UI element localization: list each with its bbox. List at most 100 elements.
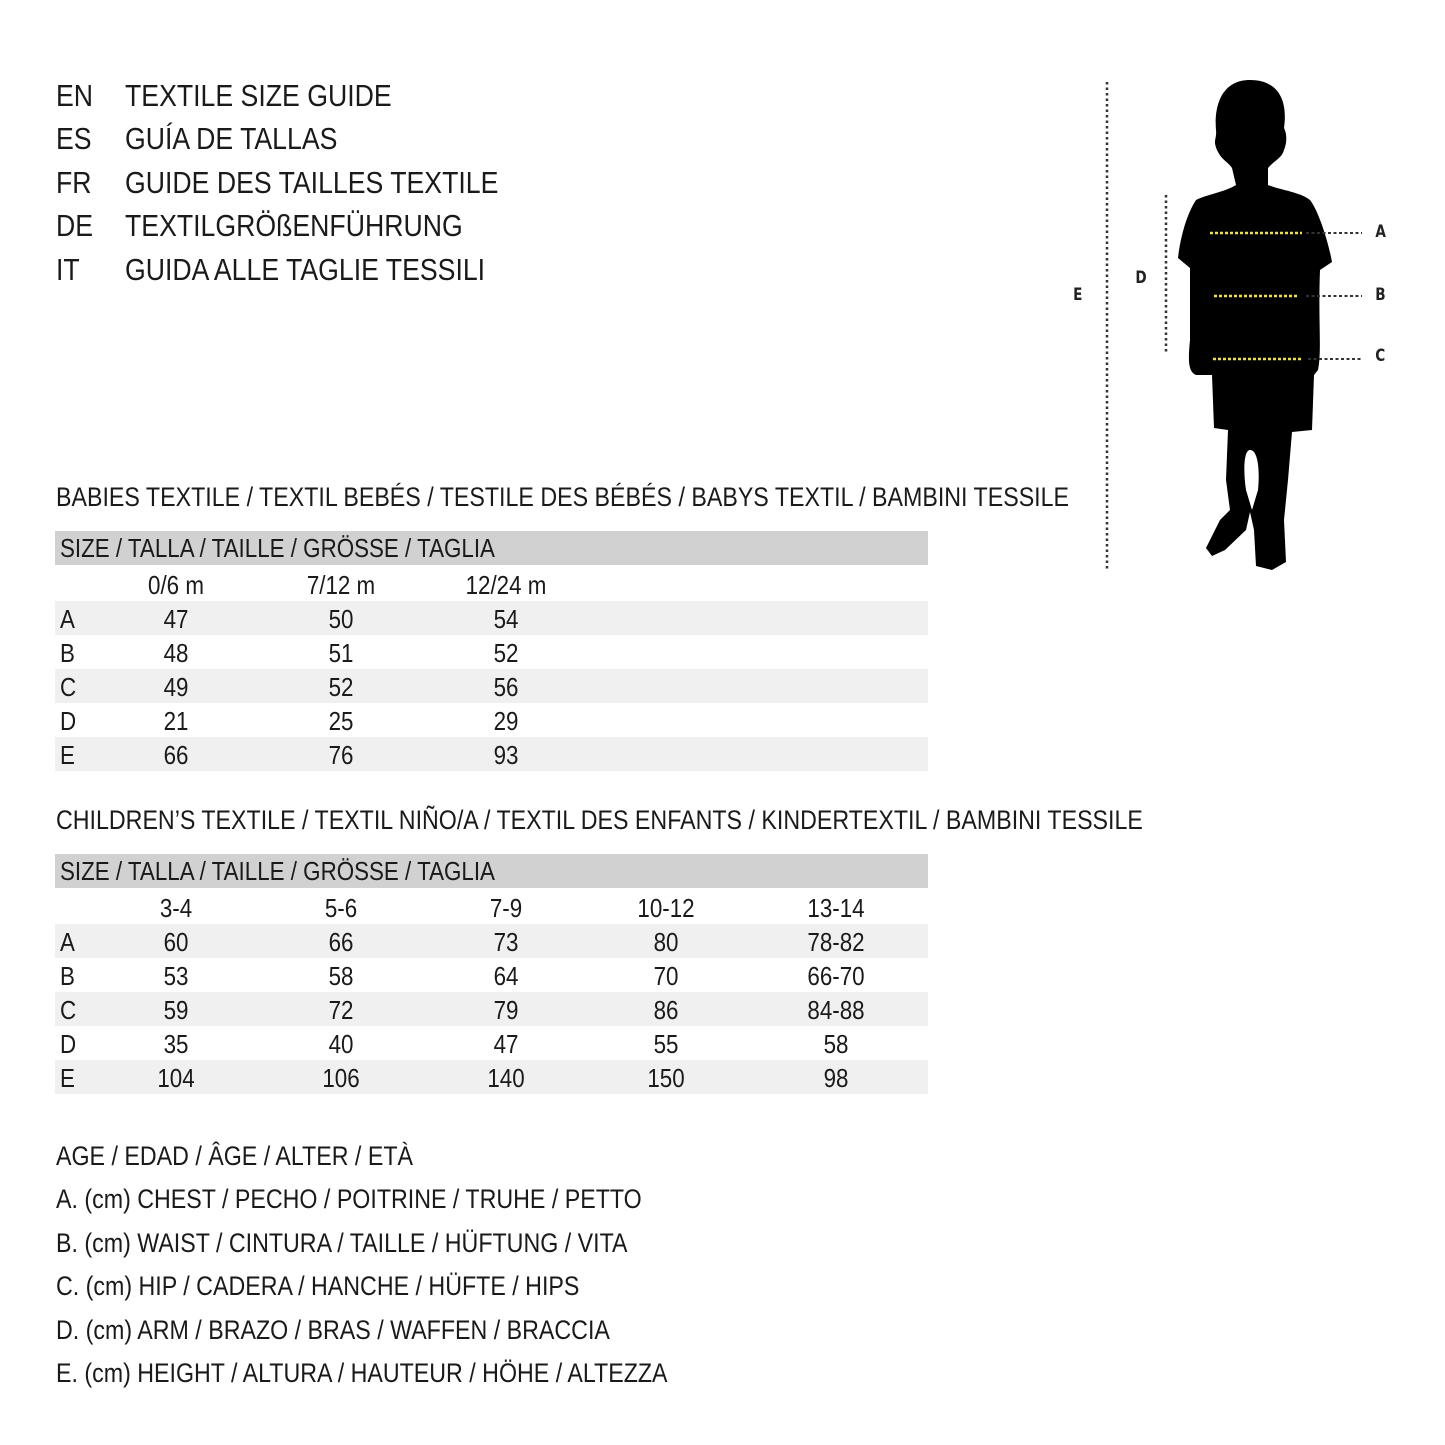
size-header-label: SIZE / TALLA / TAILLE / GRÖSSE / TAGLIA [60, 856, 495, 886]
babies-heading: BABIES TEXTILE / TEXTIL BEBÉS / TESTILE … [56, 482, 1070, 512]
table-cell: 52 [328, 672, 354, 702]
legend-item: E. (cm) HEIGHT / ALTURA / HAUTEUR / HÖHE… [56, 1358, 668, 1388]
table-row: D 35 40 47 55 58 [55, 1026, 928, 1060]
column-header: 13-14 [807, 893, 865, 923]
table-cell: 93 [493, 740, 519, 770]
table-cell: 84-88 [807, 995, 865, 1025]
row-label: C [60, 672, 77, 702]
column-header: 0/6 m [148, 570, 204, 600]
table-row: A 47 50 54 [55, 601, 928, 635]
column-header-row: 0/6 m 7/12 m 12/24 m [55, 567, 928, 601]
table-cell: 50 [328, 604, 354, 634]
column-header: 10-12 [637, 893, 695, 923]
table-row: E 66 76 93 [55, 737, 928, 771]
table-cell: 64 [493, 961, 519, 991]
guide-title: GUÍA DE TALLAS [125, 121, 338, 157]
table-cell: 86 [653, 995, 679, 1025]
table-cell: 70 [653, 961, 679, 991]
table-cell: 52 [493, 638, 519, 668]
row-label: C [60, 995, 77, 1025]
label-d: D [1135, 268, 1147, 288]
guide-title: GUIDE DES TAILLES TEXTILE [125, 164, 499, 200]
babies-size-table: SIZE / TALLA / TAILLE / GRÖSSE / TAGLIA 0… [55, 531, 928, 771]
language-code: IT [56, 251, 80, 287]
legend-item: C. (cm) HIP / CADERA / HANCHE / HÜFTE / … [56, 1271, 580, 1302]
table-cell: 53 [163, 961, 189, 991]
table-cell: 56 [493, 672, 519, 702]
table-cell: 80 [653, 927, 679, 957]
label-e: E [1073, 285, 1083, 305]
child-silhouette [1178, 80, 1332, 570]
guide-title: TEXTILGRÖßENFÜHRUNG [125, 208, 463, 244]
label-c: C [1375, 346, 1386, 366]
table-cell: 58 [328, 961, 354, 991]
table-cell: 49 [163, 672, 189, 702]
column-header: 7-9 [489, 893, 523, 923]
column-header: 5-6 [324, 893, 358, 923]
table-row: A 60 66 73 80 78-82 [55, 924, 928, 958]
row-label: B [60, 961, 75, 991]
table-row: E 104 106 140 150 98 [55, 1060, 928, 1094]
size-header-label: SIZE / TALLA / TAILLE / GRÖSSE / TAGLIA [60, 533, 495, 563]
guide-title: TEXTILE SIZE GUIDE [125, 78, 392, 113]
table-cell: 29 [493, 706, 519, 736]
table-row: B 48 51 52 [55, 635, 928, 669]
row-label: D [60, 706, 77, 736]
table-row: C 49 52 56 [55, 669, 928, 703]
table-cell: 21 [163, 706, 189, 736]
table-cell: 79 [493, 995, 519, 1025]
row-label: A [60, 604, 75, 634]
row-label: A [60, 927, 75, 957]
table-row: B 53 58 64 70 66-70 [55, 958, 928, 992]
legend-item: A. (cm) CHEST / PECHO / POITRINE / TRUHE… [56, 1184, 642, 1215]
legend-item: D. (cm) ARM / BRAZO / BRAS / WAFFEN / BR… [56, 1314, 610, 1345]
table-cell: 150 [647, 1063, 685, 1093]
table-cell: 55 [653, 1029, 679, 1059]
label-a: A [1375, 222, 1386, 242]
table-cell: 66-70 [807, 961, 865, 991]
table-cell: 25 [328, 706, 354, 736]
table-row: D 21 25 29 [55, 703, 928, 737]
row-label: B [60, 638, 75, 668]
table-cell: 47 [493, 1029, 519, 1059]
child-silhouette-figure [1105, 80, 1362, 570]
legend-item: B. (cm) WAIST / CINTURA / TAILLE / HÜFTU… [56, 1227, 628, 1258]
language-code: FR [56, 164, 92, 200]
table-row: C 59 72 79 86 84-88 [55, 992, 928, 1026]
column-header: 7/12 m [306, 570, 376, 600]
table-cell: 47 [163, 604, 189, 634]
table-cell: 106 [322, 1063, 360, 1093]
column-header: 3-4 [159, 893, 193, 923]
row-label: E [60, 1063, 75, 1093]
table-cell: 104 [157, 1063, 195, 1093]
column-header: 12/24 m [465, 570, 547, 600]
table-cell: 54 [493, 604, 519, 634]
row-label: E [60, 740, 75, 770]
table-cell: 35 [163, 1029, 189, 1059]
table-cell: 66 [163, 740, 189, 770]
language-code: DE [56, 208, 94, 244]
table-cell: 40 [328, 1029, 354, 1059]
table-cell: 76 [328, 740, 354, 770]
size-header-bar: SIZE / TALLA / TAILLE / GRÖSSE / TAGLIA [55, 531, 928, 565]
table-cell: 60 [163, 927, 189, 957]
children-size-table: SIZE / TALLA / TAILLE / GRÖSSE / TAGLIA 3… [55, 854, 928, 1094]
legend-item: AGE / EDAD / ÂGE / ALTER / ETÀ [56, 1141, 414, 1171]
row-label: D [60, 1029, 77, 1059]
table-cell: 73 [493, 927, 519, 957]
table-cell: 78-82 [807, 927, 865, 957]
table-cell: 98 [823, 1063, 849, 1093]
table-cell: 51 [328, 638, 354, 668]
children-heading: CHILDREN’S TEXTILE / TEXTIL NIÑO/A / TEX… [56, 805, 1143, 835]
guide-title: GUIDA ALLE TAGLIE TESSILI [125, 251, 486, 287]
size-header-bar: SIZE / TALLA / TAILLE / GRÖSSE / TAGLIA [55, 854, 928, 888]
table-cell: 59 [163, 995, 189, 1025]
table-cell: 58 [823, 1029, 849, 1059]
language-code: EN [56, 78, 94, 113]
table-cell: 140 [487, 1063, 525, 1093]
table-cell: 72 [328, 995, 354, 1025]
table-cell: 48 [163, 638, 189, 668]
label-b: B [1375, 285, 1386, 305]
language-code: ES [56, 121, 92, 157]
